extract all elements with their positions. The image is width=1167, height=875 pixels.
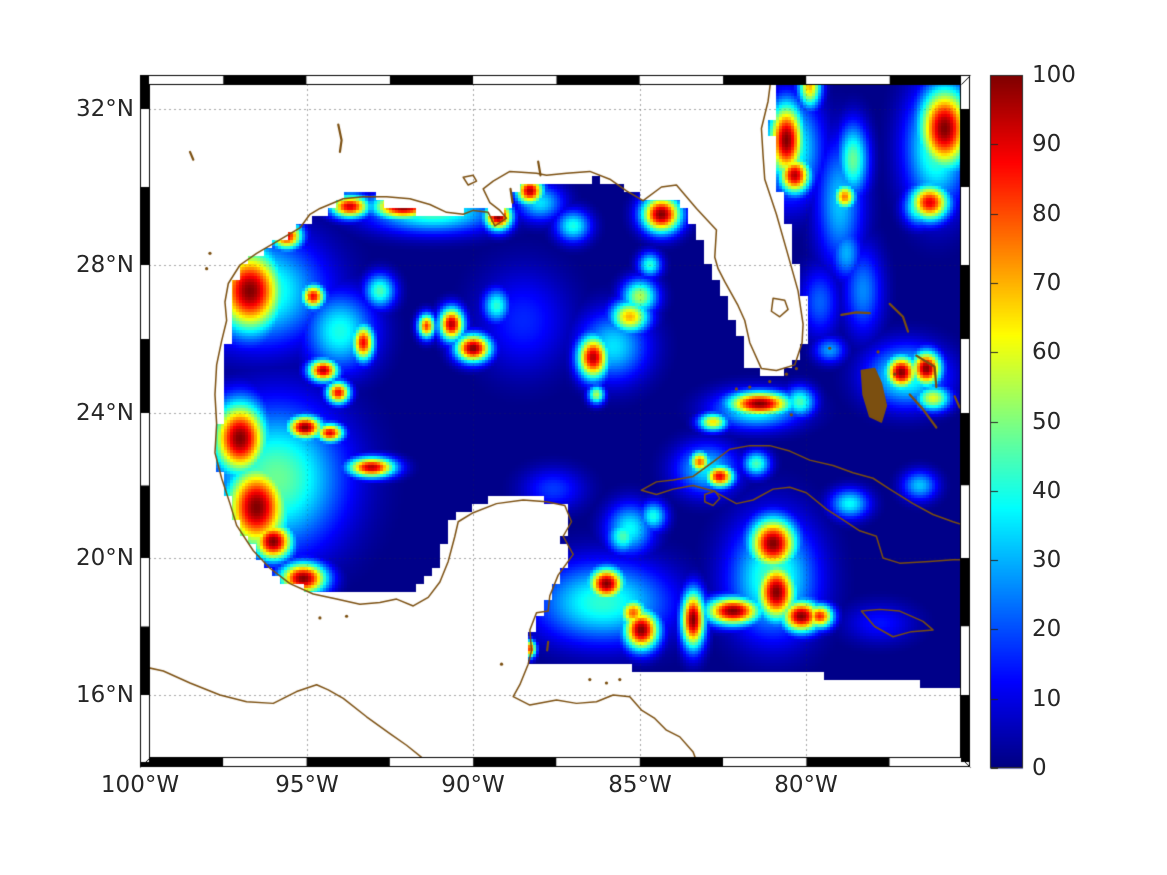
colorbar-tick-label: 70 [1032, 270, 1062, 296]
colorbar-tick-label: 50 [1032, 409, 1062, 435]
colorbar-tick-label: 30 [1032, 547, 1062, 573]
y-axis-tick-label: 32°N [76, 96, 134, 122]
y-axis-tick-label: 20°N [76, 545, 134, 571]
x-axis-tick-label: 95°W [275, 772, 339, 798]
y-axis-tick-label: 24°N [76, 400, 134, 426]
colorbar-tick-label: 10 [1032, 686, 1062, 712]
colorbar-tick-label: 20 [1032, 616, 1062, 642]
y-axis-tick-label: 28°N [76, 252, 134, 278]
colorbar-tick-label: 60 [1032, 339, 1062, 365]
colorbar-tick-label: 100 [1032, 62, 1076, 88]
x-axis-tick-label: 85°W [608, 772, 672, 798]
colorbar-tick-label: 80 [1032, 201, 1062, 227]
colorbar-tick-label: 90 [1032, 131, 1062, 157]
x-axis-tick-label: 80°W [774, 772, 838, 798]
x-axis-tick-label: 90°W [441, 772, 505, 798]
colorbar-tick-label: 0 [1032, 755, 1047, 781]
x-axis-tick-label: 100°W [100, 772, 180, 798]
y-axis-tick-label: 16°N [76, 682, 134, 708]
colorbar-tick-label: 40 [1032, 478, 1062, 504]
